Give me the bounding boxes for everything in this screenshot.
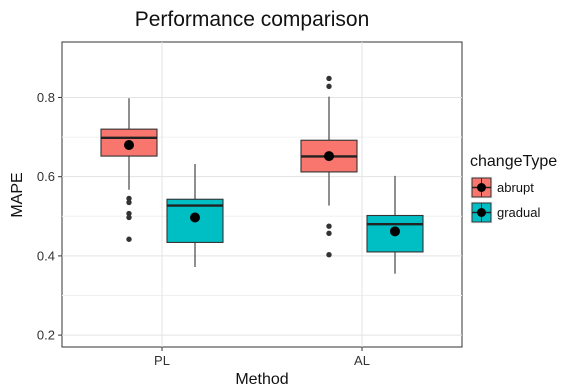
y-tick-label: 0.8 <box>37 90 55 105</box>
legend-label-abrupt: abrupt <box>497 180 534 195</box>
mean-point <box>324 151 334 162</box>
outlier-point <box>126 214 132 221</box>
y-tick-label: 0.4 <box>37 248 55 263</box>
outlier-point <box>326 230 332 237</box>
outlier-point <box>326 75 332 82</box>
box-abrupt-PL <box>100 98 158 242</box>
legend-key-gradual <box>469 200 494 225</box>
box-abrupt-AL <box>300 75 358 258</box>
legend-title: changeType <box>470 153 557 170</box>
chart-title: Performance comparison <box>135 8 370 31</box>
mean-point <box>390 226 400 237</box>
legend-key-mean <box>477 208 486 217</box>
x-tick-label: AL <box>354 353 370 368</box>
box-gradual-PL <box>166 164 224 267</box>
y-tick-label: 0.6 <box>37 169 55 184</box>
outlier-point <box>126 210 132 217</box>
legend-key-abrupt <box>469 175 494 200</box>
y-tick-label: 0.2 <box>37 328 55 343</box>
plot-panel <box>61 41 463 348</box>
box-marks <box>100 75 424 274</box>
outlier-point <box>326 252 332 258</box>
y-axis-title: MAPE <box>9 172 26 217</box>
outlier-point <box>126 236 132 242</box>
outlier-point <box>326 223 332 229</box>
x-axis-title: Method <box>235 371 288 388</box>
x-tick-label: PL <box>154 353 170 368</box>
legend-key-mean <box>477 183 486 192</box>
outlier-point <box>126 195 132 202</box>
mean-point <box>190 212 200 223</box>
x-axis: PL AL <box>154 347 370 368</box>
legend-label-gradual: gradual <box>497 205 540 220</box>
mean-point <box>124 139 134 150</box>
legend: changeType abrupt gradual <box>469 153 557 225</box>
box-gradual-AL <box>366 175 424 274</box>
outlier-point <box>126 199 132 206</box>
outlier-point <box>326 83 332 90</box>
y-axis: 0.2 0.4 0.6 0.8 <box>37 90 62 343</box>
